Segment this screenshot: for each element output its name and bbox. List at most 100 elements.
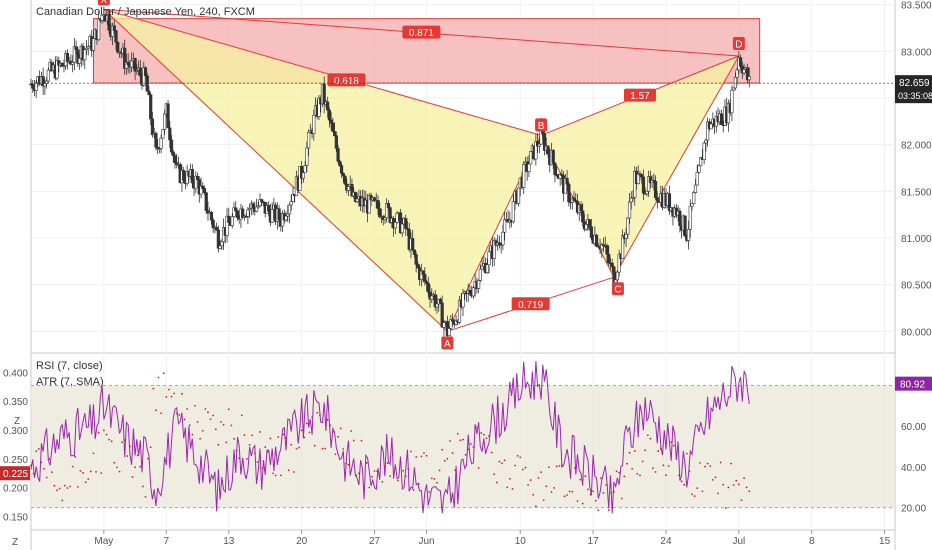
- candle-body: [534, 141, 538, 160]
- candle-body: [542, 133, 547, 151]
- candle-body: [55, 60, 59, 79]
- atr-dot: [519, 456, 522, 459]
- atr-dot: [178, 414, 181, 416]
- atr-dot: [152, 387, 155, 390]
- time-tick-label: 17: [588, 536, 600, 547]
- atr-dot: [714, 476, 717, 479]
- atr-dot: [415, 456, 418, 458]
- candle-body: [376, 200, 380, 209]
- candle-body: [215, 226, 219, 231]
- atr-dot: [404, 475, 407, 478]
- atr-dot: [688, 470, 691, 473]
- atr-dot: [48, 458, 51, 460]
- countdown: 03:35:08: [898, 91, 932, 101]
- atr-dot: [410, 450, 412, 453]
- candle-body: [386, 203, 390, 208]
- atr-dot: [490, 451, 493, 454]
- rsi-value: 80.92: [900, 380, 925, 391]
- atr-dot: [540, 471, 542, 474]
- candle-body: [693, 184, 698, 193]
- atr-dot: [285, 437, 287, 440]
- candle-body: [256, 205, 260, 208]
- candle-body: [442, 322, 446, 328]
- pattern-leg-xa[interactable]: [103, 8, 448, 332]
- candle-body: [334, 135, 338, 149]
- atr-dot: [730, 462, 732, 465]
- atr-dot: [488, 435, 490, 437]
- candle-body: [130, 60, 134, 68]
- atr-dot: [446, 457, 449, 460]
- point-label-c: C: [614, 285, 621, 296]
- atr-dot: [344, 462, 347, 465]
- price-tick-label: 81.500: [901, 187, 932, 198]
- atr-dot: [331, 431, 334, 433]
- price-tick-label: 81.000: [901, 234, 932, 245]
- candle-body: [123, 47, 127, 69]
- candle-body: [300, 166, 304, 179]
- candle-body: [648, 176, 652, 184]
- atr-tag: [0, 466, 30, 481]
- candle-body: [457, 299, 462, 323]
- atr-axis-label: 0.150: [3, 512, 28, 523]
- atr-dot: [558, 464, 561, 467]
- atr-dot: [253, 452, 256, 455]
- atr-dot: [574, 466, 576, 469]
- candle-body: [138, 67, 142, 77]
- point-label-bg: [611, 282, 624, 296]
- atr-dot: [711, 478, 714, 481]
- atr-dot: [287, 469, 290, 472]
- atr-dot: [233, 437, 235, 440]
- candle-body: [404, 218, 408, 229]
- price-tick-label: 80.500: [901, 281, 932, 292]
- candle-body: [246, 209, 250, 217]
- pattern-triangle-xab[interactable]: [103, 9, 542, 332]
- atr-dot: [295, 447, 298, 450]
- candle-body: [116, 41, 120, 53]
- pattern-leg-xb[interactable]: [103, 8, 542, 136]
- candle-body: [343, 175, 347, 185]
- candle-body: [336, 148, 340, 162]
- atr-dot: [550, 491, 553, 493]
- candle-body: [641, 176, 646, 194]
- atr-dot: [443, 459, 446, 462]
- candle-body: [617, 253, 621, 273]
- candle-body: [633, 170, 637, 198]
- candle-body: [110, 25, 115, 37]
- candle-body: [284, 215, 288, 221]
- candle-body: [317, 97, 321, 117]
- bottom-corner-label: Z: [12, 537, 18, 548]
- atr-dot: [623, 475, 626, 478]
- pattern-leg-cd[interactable]: [613, 55, 740, 278]
- atr-dot: [568, 490, 571, 493]
- candle-body: [645, 190, 649, 195]
- candle-body: [678, 210, 682, 227]
- atr-dot: [594, 499, 597, 502]
- atr-dot: [553, 487, 555, 489]
- candle-body: [423, 274, 427, 282]
- atr-dot: [555, 465, 558, 468]
- atr-dot: [305, 422, 308, 425]
- atr-dot: [238, 457, 241, 460]
- atr-dot: [56, 489, 58, 492]
- candle-body: [201, 185, 205, 189]
- atr-dot: [316, 411, 319, 414]
- candle-body: [536, 141, 540, 147]
- candle-body: [234, 207, 238, 212]
- candle-body: [747, 76, 751, 81]
- time-tick-label: 24: [660, 536, 672, 547]
- atr-dot: [493, 473, 496, 476]
- ratio-label: 1.57: [630, 91, 650, 102]
- candle-body: [169, 139, 174, 153]
- atr-dot: [126, 455, 129, 457]
- atr-dot: [678, 474, 680, 477]
- atr-dot: [204, 408, 207, 410]
- candle-body: [588, 219, 592, 228]
- candle-body: [367, 195, 371, 214]
- current-price: 82.659: [899, 78, 930, 89]
- atr-dot: [240, 414, 243, 417]
- candle-body: [522, 164, 526, 188]
- candle-body: [607, 253, 611, 264]
- time-tick-label: May: [94, 536, 113, 547]
- candle-body: [435, 303, 439, 308]
